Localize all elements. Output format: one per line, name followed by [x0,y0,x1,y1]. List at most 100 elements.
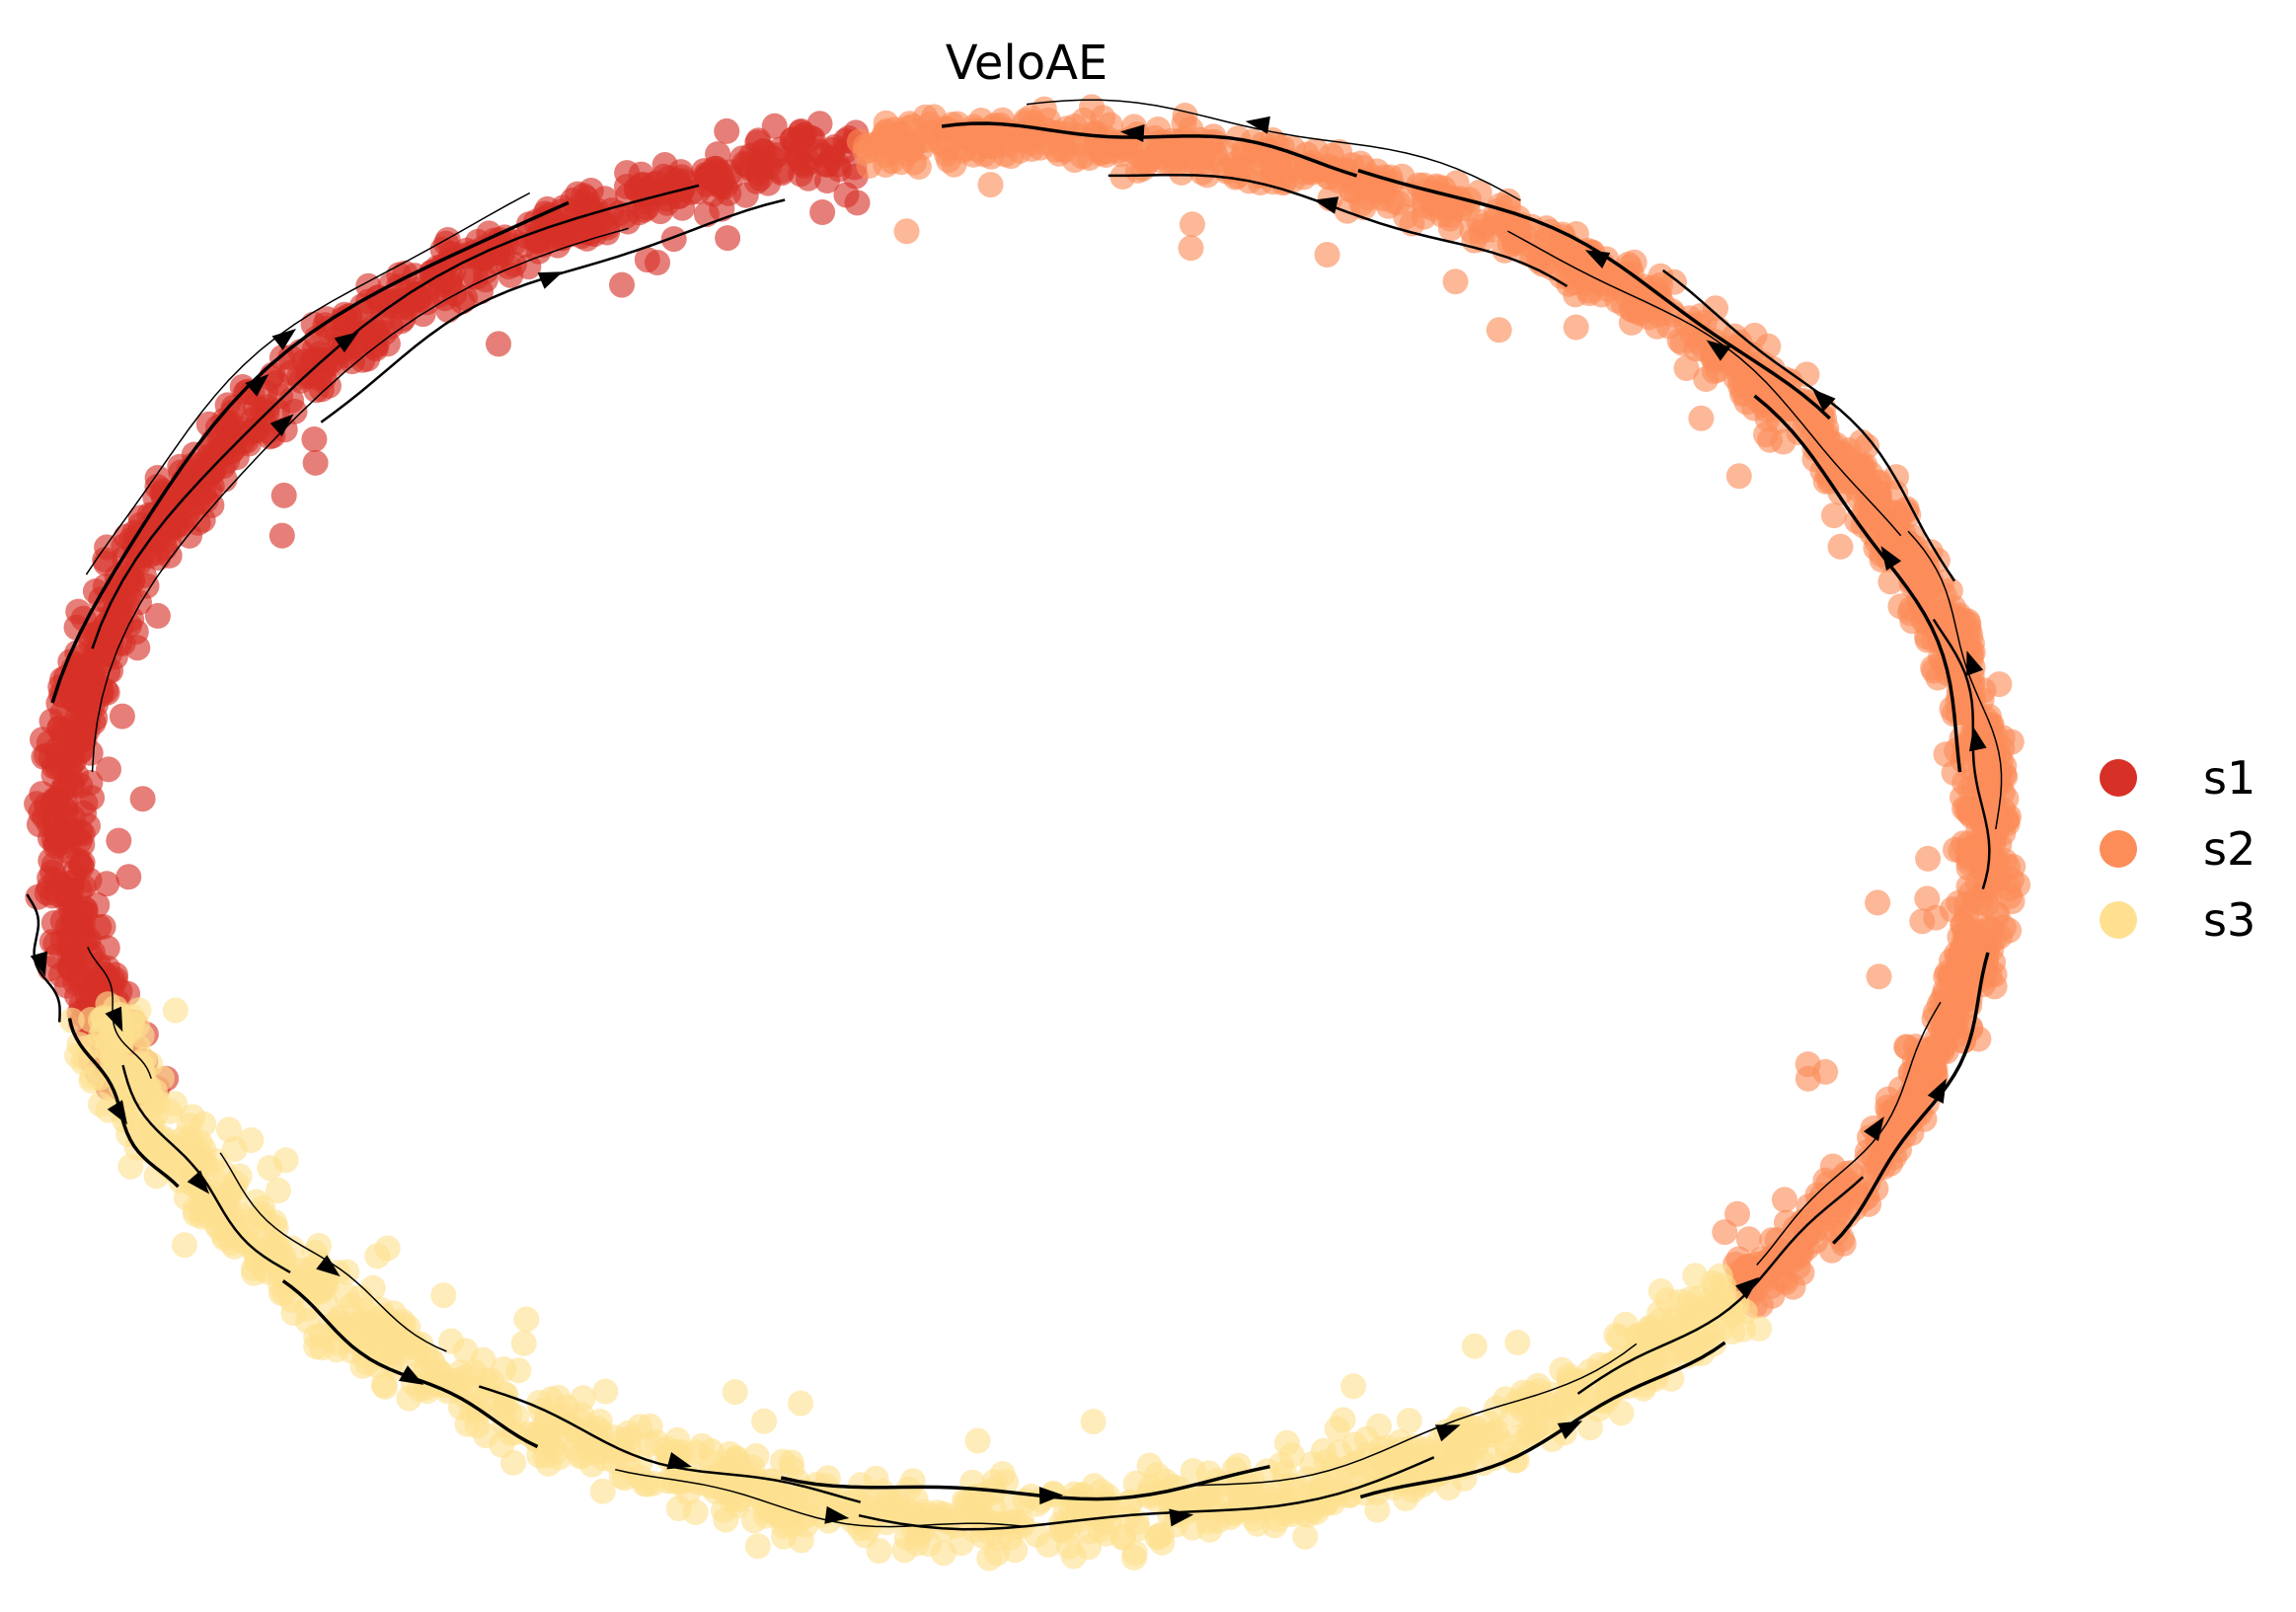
data-point-s3 [88,1091,114,1117]
data-point-s3 [1549,1356,1575,1383]
data-point-s3 [1060,1543,1087,1570]
data-point-s3 [1504,1330,1531,1355]
data-point-s2 [1900,1073,1927,1100]
data-point-s3 [744,1533,771,1560]
data-point-s3 [313,1268,340,1294]
data-point-s1 [106,827,132,854]
data-point-s1 [651,152,678,178]
data-point-s2 [1911,549,1938,576]
streamline-arrow [1557,1420,1583,1439]
data-point-s1 [648,198,673,225]
data-point-s2 [977,172,1004,198]
data-point-s1 [213,410,240,436]
data-point-s2 [1563,314,1589,341]
data-point-s2 [1953,795,1980,821]
data-point-s3 [162,997,189,1024]
streamline [50,200,570,704]
data-point-s3 [655,1468,682,1495]
data-point-s3 [1711,1272,1737,1299]
data-point-s3 [542,1438,569,1465]
data-point-s3 [743,1468,769,1495]
data-point-s3 [1714,1293,1740,1320]
data-point-s2 [1938,963,1963,990]
streamline-arrow [269,414,294,437]
streamline [1831,952,1990,1245]
data-point-s1 [301,426,328,452]
data-point-s1 [270,482,297,508]
data-point-s3 [1095,1483,1121,1509]
data-point-s1 [43,943,70,969]
data-point-s2 [1986,671,2013,698]
data-point-s2 [1950,747,1976,774]
data-point-s3 [866,1538,892,1564]
data-point-s3 [1340,1373,1367,1400]
data-point-s1 [761,113,788,139]
streamline [1507,230,1902,537]
data-point-s2 [1915,845,1942,872]
data-point-s1 [809,199,836,225]
data-point-s2 [1488,212,1514,239]
data-point-s1 [550,194,576,221]
data-point-s2 [1314,242,1340,268]
data-point-s3 [452,1338,479,1364]
data-point-s1 [98,657,124,684]
data-point-s1 [105,603,131,630]
data-point-s3 [372,1373,399,1400]
data-point-s3 [1695,1322,1722,1348]
legend-label-s2: s2 [2203,822,2256,876]
data-point-s3 [1186,1494,1213,1520]
data-point-s3 [689,1432,716,1459]
legend: s1 s2 s3 [2100,751,2256,947]
streamline [1108,173,1569,287]
data-point-s3 [740,1507,767,1534]
streamline-arrow [399,1365,424,1385]
data-point-s1 [73,926,99,953]
data-point-s2 [1090,105,1116,131]
data-point-s2 [1673,355,1700,381]
data-point-s2 [1725,463,1752,490]
data-point-s3 [711,1497,736,1523]
data-point-s2 [1885,516,1912,543]
data-point-s3 [644,1429,670,1456]
data-point-s2 [1442,269,1469,295]
data-point-s3 [1608,1400,1635,1426]
data-point-s3 [215,1116,242,1143]
data-point-s2 [846,128,873,155]
legend-marker-s3 [2100,901,2137,939]
data-point-s2 [1203,147,1230,174]
streamline [91,184,700,650]
streamline [941,121,1358,178]
data-point-s3 [682,1499,709,1525]
data-point-s1 [115,864,142,890]
data-point-s2 [1965,918,1992,945]
data-point-s3 [1565,1388,1591,1415]
data-point-s3 [233,1208,260,1235]
data-point-s3 [154,1145,181,1172]
data-point-s1 [826,156,853,183]
streamline-arrow [271,328,296,350]
data-point-s1 [109,703,135,729]
data-point-s2 [1061,147,1088,174]
streamline-arrow [1706,340,1731,361]
streamline-arrow [105,1006,123,1033]
data-point-s3 [124,1034,151,1060]
data-point-s2 [1829,1190,1856,1216]
data-point-s3 [1396,1408,1422,1434]
velocity-streamlines [26,99,2003,1531]
streamline-arrow [30,951,48,977]
data-point-s2 [933,141,959,168]
streamline [478,1385,862,1503]
data-point-s2 [1930,599,1956,626]
data-point-s2 [1688,405,1715,431]
data-point-s3 [1542,1397,1569,1423]
data-point-s3 [265,1178,291,1204]
data-point-s1 [577,198,604,224]
data-point-s3 [999,1492,1026,1518]
data-point-s3 [770,1513,797,1539]
data-point-s3 [1114,1504,1141,1531]
streamline-arrow [1927,1078,1947,1104]
data-point-s1 [24,791,50,817]
data-point-s1 [241,406,268,432]
data-point-s2 [1379,188,1406,214]
data-point-s3 [254,1259,280,1285]
